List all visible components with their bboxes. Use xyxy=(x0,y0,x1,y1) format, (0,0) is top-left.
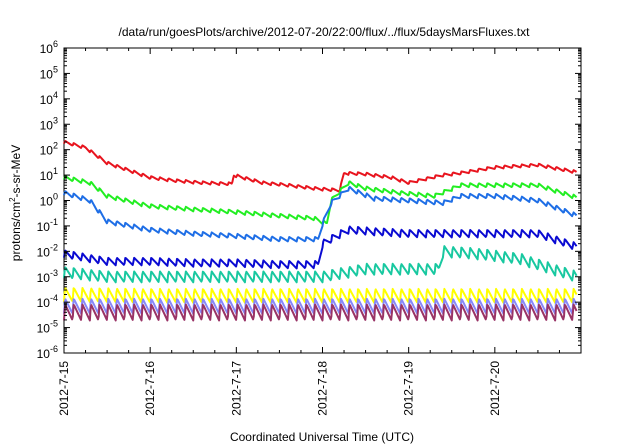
y-axis-title: protons/cm2-s-sr-MeV xyxy=(8,145,23,261)
x-tick-label: 2012-7-17 xyxy=(229,361,243,416)
y-tick-label: 101 xyxy=(40,166,58,183)
y-tick-label: 100 xyxy=(40,192,58,209)
y-tick-label: 105 xyxy=(40,64,58,81)
y-axis-title-part: protons/cm xyxy=(9,202,23,261)
series-line-8 xyxy=(63,303,578,322)
y-axis-ticks: 10-6 10-5 10-4 10-3 10-2 10-1 100 101 102 103 104 1… xyxy=(37,39,581,361)
x-tick-label: 2012-7-20 xyxy=(488,361,502,416)
y-tick-label: 10-5 xyxy=(37,319,58,336)
x-axis-ticks: 2012-7-15 2012-7-16 2012-7-17 2012-7-18 2012… xyxy=(57,48,560,416)
y-tick-label: 104 xyxy=(40,90,58,107)
x-tick-label: 2012-7-15 xyxy=(57,361,71,416)
series-line-5 xyxy=(63,245,578,284)
y-tick-label: 102 xyxy=(40,141,58,158)
series-line-3 xyxy=(63,185,578,243)
series-line-6 xyxy=(63,287,578,304)
y-tick-label: 10-2 xyxy=(37,242,58,259)
series-line-7 xyxy=(63,297,578,315)
chart-title: /data/run/goesPlots/archive/2012-07-20/2… xyxy=(119,25,531,39)
x-axis-title: Coordinated Universal Time (UTC) xyxy=(230,430,414,444)
y-tick-label: 10-4 xyxy=(37,293,58,310)
x-tick-label: 2012-7-16 xyxy=(143,361,157,416)
series-line-1 xyxy=(63,140,578,193)
series-layer xyxy=(63,140,578,322)
y-axis-title-part: -s-sr-MeV xyxy=(9,145,23,198)
y-tick-label: 103 xyxy=(40,115,58,132)
y-tick-label: 10-1 xyxy=(37,217,58,234)
series-line-4 xyxy=(63,225,578,270)
y-tick-label: 10-3 xyxy=(37,268,58,285)
x-tick-label: 2012-7-18 xyxy=(316,361,330,416)
x-tick-label: 2012-7-19 xyxy=(402,361,416,416)
y-tick-label: 10-6 xyxy=(37,344,58,361)
series-line-2 xyxy=(63,175,578,226)
y-axis-title-superscript: 2 xyxy=(8,197,17,202)
y-tick-label: 106 xyxy=(40,39,58,56)
